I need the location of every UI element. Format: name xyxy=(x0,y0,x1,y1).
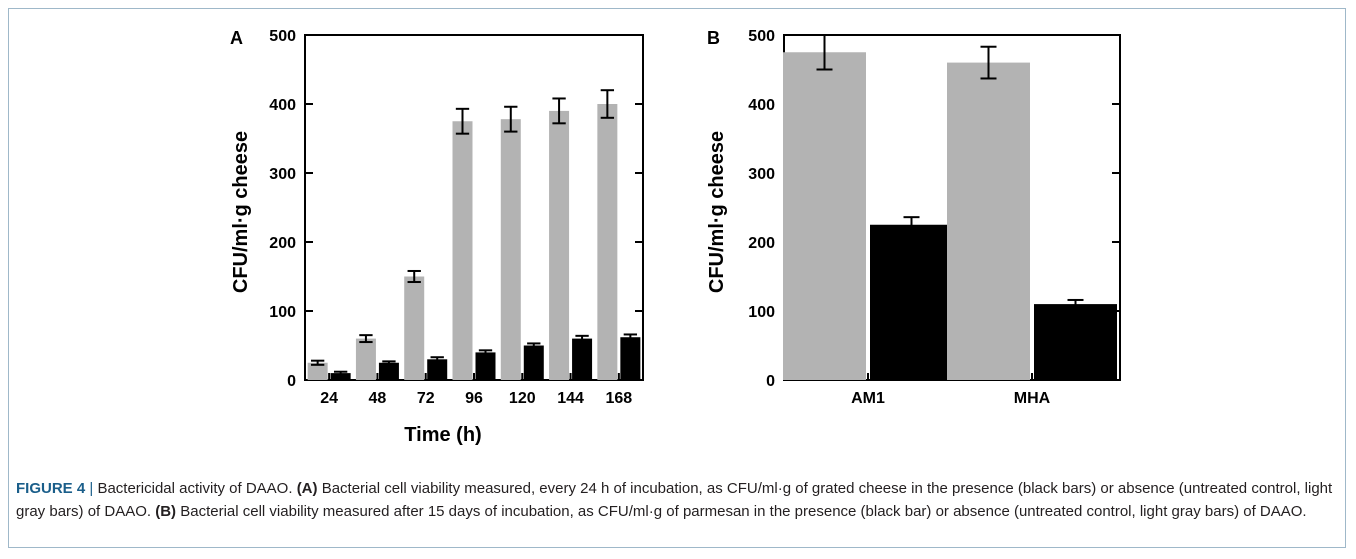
panel-a-x-tick-label: 144 xyxy=(557,390,584,407)
panel-a-y-tick-label: 500 xyxy=(269,28,296,45)
panel-a-x-tick-label: 24 xyxy=(320,390,338,407)
caption-separator: | xyxy=(89,480,94,497)
panel-a-bar xyxy=(500,119,521,381)
panel-b-bar xyxy=(1034,304,1117,380)
panel-a-y-tick-label: 0 xyxy=(287,373,296,390)
panel-a-bar xyxy=(475,352,496,380)
panel-a-bar xyxy=(378,362,399,380)
panel-a-y-tick-label: 300 xyxy=(269,166,296,183)
panel-b-y-tick-label: 400 xyxy=(748,97,775,114)
panel-a-x-tick-label: 96 xyxy=(465,390,483,407)
panel-a-x-tick-label: 72 xyxy=(417,390,435,407)
panel-a-x-axis-title: Time (h) xyxy=(404,424,481,446)
caption-part-b-text: Bacterial cell viability measured after … xyxy=(180,503,1307,520)
panel-a-x-tick-label: 120 xyxy=(509,390,536,407)
panel-a-letter: A xyxy=(230,28,243,48)
panel-b-chart: B CFU/ml·g cheese 0 100 200 300 400 500 AM1 MHA xyxy=(706,28,1121,407)
panel-a-bar xyxy=(330,373,351,380)
panel-a-bar xyxy=(404,276,425,380)
panel-a-y-tick-label: 100 xyxy=(269,304,296,321)
caption-title: Bactericidal activity of DAAO. xyxy=(97,480,293,497)
panel-b-y-tick-label: 0 xyxy=(766,373,775,390)
figure-number: FIGURE 4 xyxy=(16,480,86,497)
panel-a-bar xyxy=(597,104,618,380)
panel-b-letter: B xyxy=(707,28,720,48)
panel-b-x-tick-label: MHA xyxy=(1014,390,1051,407)
panel-a-x-tick-label: 168 xyxy=(606,390,633,407)
figure-frame xyxy=(8,8,1346,548)
panel-b-y-tick-label: 300 xyxy=(748,166,775,183)
panel-a-bar xyxy=(427,359,448,380)
panel-a-y-tick-label: 400 xyxy=(269,97,296,114)
caption-part-a-label: (A) xyxy=(296,480,318,497)
panel-a-bar xyxy=(523,345,544,380)
figure-charts: A CFU/ml·g cheese Time (h) 0 100 200 300 400… xyxy=(230,28,1121,446)
panel-a-bar xyxy=(620,337,641,380)
panel-a-chart: A CFU/ml·g cheese Time (h) 0 100 200 300 400… xyxy=(230,28,644,446)
caption-part-b-label: (B) xyxy=(155,503,177,520)
panel-a-y-axis-title: CFU/ml·g cheese xyxy=(230,131,252,293)
panel-a-y-tick-label: 200 xyxy=(269,235,296,252)
panel-b-bar xyxy=(870,224,953,380)
panel-a-bar xyxy=(307,362,328,380)
panel-a-plot-frame xyxy=(304,34,644,381)
panel-a-x-tick-label: 48 xyxy=(369,390,387,407)
panel-b-y-tick-label: 200 xyxy=(748,235,775,252)
panel-b-bar xyxy=(783,52,866,380)
panel-a-bar xyxy=(549,110,570,381)
panel-b-x-tick-label: AM1 xyxy=(851,390,885,407)
caption-part-a-text: Bacterial cell viability measured, every… xyxy=(16,480,1333,520)
panel-b-bar xyxy=(947,62,1030,380)
panel-b-y-axis-title: CFU/ml·g cheese xyxy=(706,131,728,293)
figure-caption: FIGURE 4 | Bactericidal activity of DAAO… xyxy=(16,477,1336,523)
panel-a-bar xyxy=(355,338,376,380)
panel-b-y-tick-label: 500 xyxy=(748,28,775,45)
panel-b-y-tick-label: 100 xyxy=(748,304,775,321)
panel-a-bar xyxy=(452,121,473,380)
panel-a-bar xyxy=(572,338,593,380)
